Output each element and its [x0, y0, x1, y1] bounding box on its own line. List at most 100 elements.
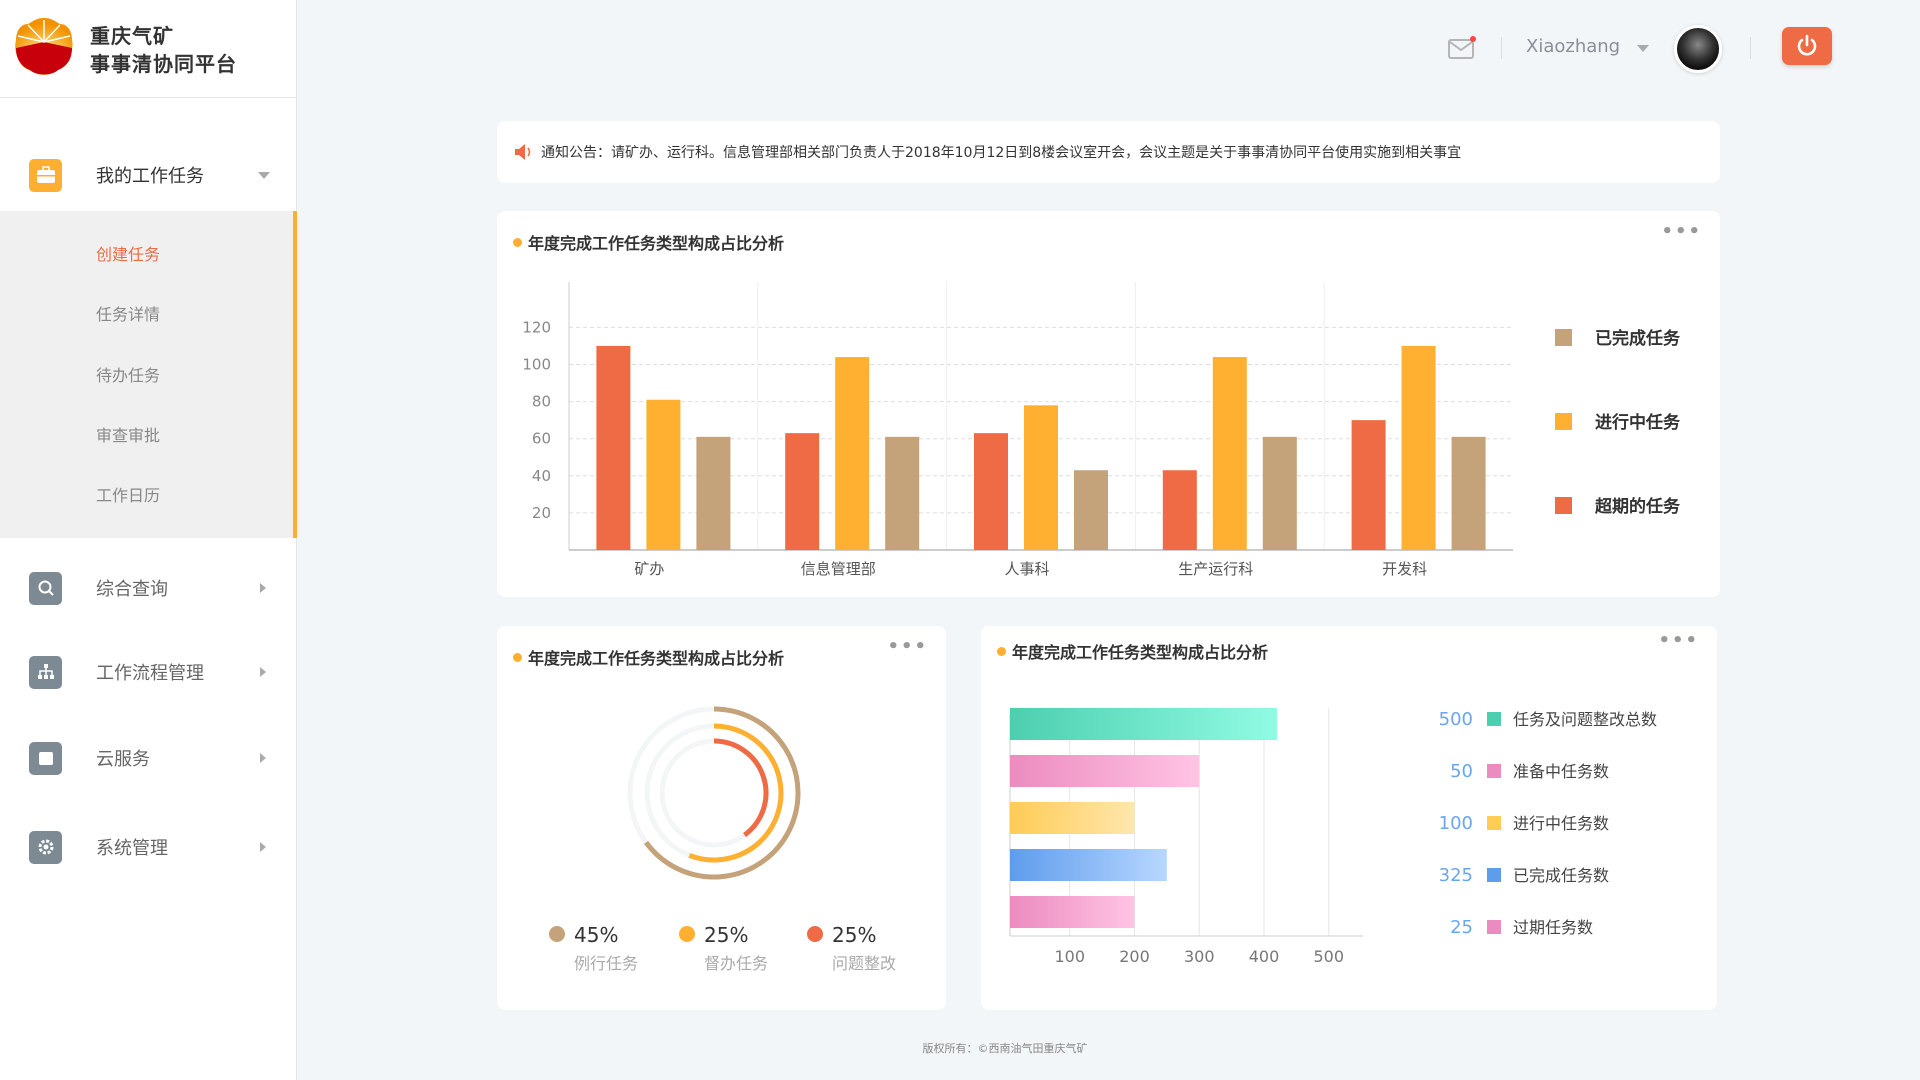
- submenu-item-create-task[interactable]: 创建任务: [96, 245, 161, 264]
- legend-percent: 45%: [574, 923, 618, 947]
- x-tick-label: 300: [1184, 947, 1215, 966]
- title-dot-icon: [513, 237, 522, 247]
- legend-value: 500: [1439, 709, 1473, 730]
- x-tick-label: 生产运行科: [1178, 560, 1253, 578]
- x-tick-label: 500: [1313, 947, 1344, 966]
- user-dropdown-caret-icon[interactable]: [1637, 45, 1649, 52]
- gear-icon: [29, 830, 62, 864]
- mail-icon[interactable]: [1447, 35, 1477, 61]
- legend-swatch: [1487, 920, 1501, 934]
- hbar-chart-card: 年度完成工作任务类型构成占比分析 ••• 100 200 300 400 500 500 任…: [981, 626, 1717, 1010]
- donut-chart: 45% 例行任务 25% 督办任务 25% 问题整改: [549, 706, 896, 973]
- chevron-down-icon: [258, 171, 270, 179]
- hbar: [1010, 708, 1277, 740]
- card-title: 年度完成工作任务类型构成占比分析: [997, 639, 1268, 663]
- ring-arc: [688, 723, 784, 863]
- divider: [1750, 37, 1751, 59]
- y-tick-label: 20: [532, 504, 551, 522]
- x-tick-label: 矿办: [634, 560, 664, 578]
- divider: [1501, 37, 1502, 59]
- legend-swatch: [1555, 413, 1572, 430]
- card-title: 年度完成工作任务类型构成占比分析: [513, 645, 784, 669]
- bar-0: [1162, 470, 1197, 550]
- submenu-item-todo[interactable]: 待办任务: [96, 366, 161, 385]
- horizontal-bar-chart: 100 200 300 400 500 500 任务及问题整改总数 50 准备中任务数 100 进行…: [1009, 708, 1657, 966]
- search-icon: [29, 571, 62, 605]
- username[interactable]: Xiaozhang: [1526, 36, 1621, 57]
- bar-0: [974, 433, 1008, 550]
- chevron-right-icon: [260, 583, 266, 593]
- legend-label: 已完成任务数: [1513, 866, 1609, 885]
- bar-0: [785, 433, 820, 550]
- legend-swatch: [1487, 868, 1501, 882]
- sidebar-item-query[interactable]: 综合查询: [0, 558, 297, 618]
- bar-1: [835, 357, 870, 550]
- legend-label: 已完成任务: [1595, 328, 1681, 349]
- more-menu-icon[interactable]: •••: [1661, 221, 1702, 242]
- donut-chart-card: 年度完成工作任务类型构成占比分析 ••• 45% 例行任务 25% 督办任务 25% 问题…: [497, 626, 946, 1010]
- legend-swatch: [1555, 329, 1572, 346]
- sidebar-item-label: 综合查询: [96, 579, 168, 600]
- briefcase-icon: [29, 158, 62, 192]
- legend-dot: [549, 926, 565, 942]
- bar-2: [696, 436, 731, 550]
- legend-percent: 25%: [832, 923, 876, 947]
- sidebar-item-workflow[interactable]: 工作流程管理: [0, 642, 297, 702]
- bar-2: [1074, 470, 1108, 550]
- hbar: [1010, 755, 1200, 787]
- ring-arc: [713, 738, 769, 838]
- sidebar-item-system[interactable]: 系统管理: [0, 817, 297, 877]
- legend-dot: [807, 926, 823, 942]
- submenu-item-calendar[interactable]: 工作日历: [96, 486, 161, 505]
- bar-1: [1024, 405, 1058, 550]
- bar-2: [885, 436, 920, 550]
- y-tick-label: 80: [532, 393, 551, 411]
- bar-2: [1451, 436, 1486, 550]
- legend-value: 100: [1439, 813, 1473, 834]
- legend-label: 例行任务: [574, 954, 638, 973]
- brand-line1: 重庆气矿: [90, 24, 174, 48]
- legend-value: 25: [1450, 917, 1473, 938]
- submenu-item-approval[interactable]: 审查审批: [96, 426, 161, 445]
- logo-area: 重庆气矿 事事清协同平台: [0, 0, 297, 98]
- notice-bar: 通知公告：请矿办、运行科。信息管理部相关部门负责人于2018年10月12日到8楼…: [497, 121, 1720, 183]
- submenu-item-task-detail[interactable]: 任务详情: [96, 305, 161, 324]
- legend-label: 过期任务数: [1513, 918, 1593, 937]
- title-dot-icon: [513, 652, 522, 662]
- power-icon: [1797, 34, 1817, 56]
- legend-swatch: [1487, 712, 1501, 726]
- legend-label: 任务及问题整改总数: [1513, 710, 1657, 729]
- sidebar-item-label: 系统管理: [96, 838, 168, 859]
- sidebar-item-cloud[interactable]: 云服务: [0, 728, 297, 788]
- more-menu-icon[interactable]: •••: [1658, 630, 1699, 651]
- hbar: [1010, 896, 1135, 928]
- footer-copyright: 版权所有：©西南油气田重庆气矿: [922, 1042, 1088, 1055]
- bar-1: [1212, 357, 1247, 550]
- y-tick-label: 120: [522, 318, 551, 336]
- bar-chart-card: 年度完成工作任务类型构成占比分析 ••• 20 40 60 80 100 120 矿办 信息管…: [497, 211, 1720, 597]
- cloud-icon: [29, 741, 62, 775]
- legend-label: 问题整改: [832, 954, 896, 973]
- sitemap-icon: [29, 655, 62, 689]
- legend-label: 进行中任务数: [1513, 814, 1609, 833]
- x-tick-label: 人事科: [1004, 560, 1049, 578]
- legend-swatch: [1487, 764, 1501, 778]
- hbar: [1010, 849, 1167, 881]
- card-title-text: 年度完成工作任务类型构成占比分析: [1012, 643, 1269, 662]
- legend-swatch: [1555, 497, 1572, 514]
- bar-1: [1401, 345, 1436, 550]
- legend-value: 325: [1439, 865, 1473, 886]
- title-dot-icon: [997, 646, 1006, 656]
- avatar[interactable]: [1674, 25, 1722, 73]
- more-menu-icon[interactable]: •••: [887, 636, 928, 657]
- bar-1: [646, 399, 681, 550]
- grouped-bar-chart: 20 40 60 80 100 120 矿办 信息管理部 人事科 生产运行科 开发科 已完成任务进行中…: [522, 282, 1681, 578]
- brand-line2: 事事清协同平台: [90, 52, 237, 76]
- sidebar-item-my-tasks[interactable]: 我的工作任务: [0, 145, 297, 205]
- legend-label: 督办任务: [704, 954, 768, 973]
- submenu: 创建任务 任务详情 待办任务 审查审批 工作日历: [0, 211, 297, 538]
- logout-button[interactable]: [1782, 27, 1832, 65]
- x-tick-label: 200: [1119, 947, 1150, 966]
- sidebar: 重庆气矿 事事清协同平台 我的工作任务 创建任务 任务详情 待办任务 审查审批 …: [0, 0, 297, 1080]
- bar-0: [596, 345, 631, 550]
